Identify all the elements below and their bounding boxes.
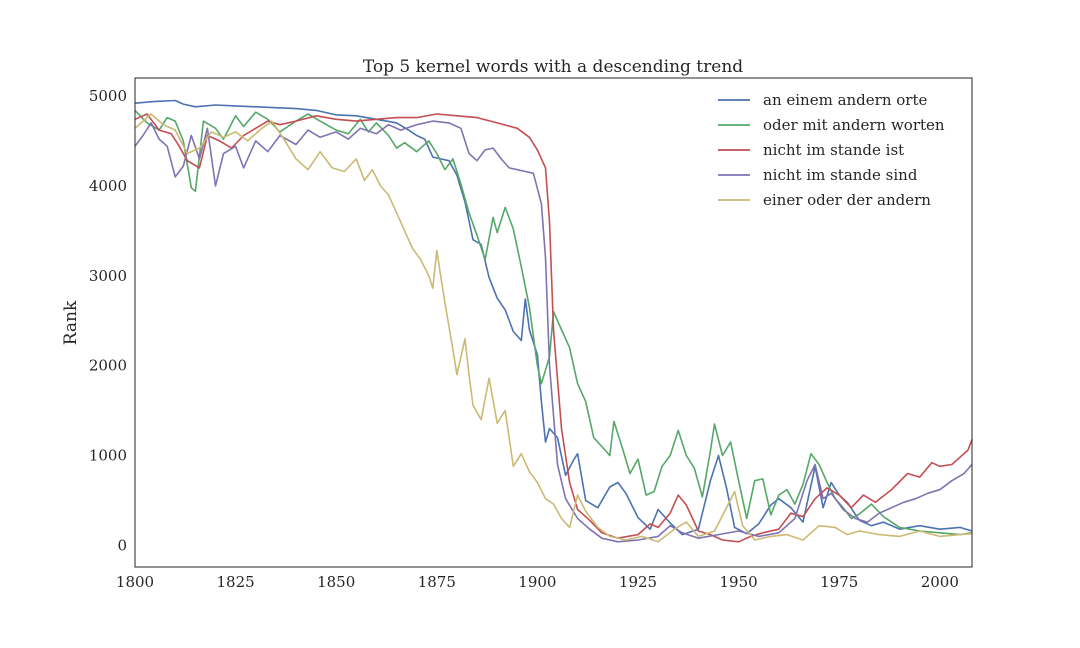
series-line-1 xyxy=(134,99,973,536)
y-tick-label: 5000 xyxy=(89,87,127,105)
x-tick-label: 1875 xyxy=(418,573,456,591)
x-tick-label: 1975 xyxy=(820,573,858,591)
legend-label: einer oder der andern xyxy=(763,191,931,209)
series-line-3 xyxy=(134,113,973,543)
series-line-2 xyxy=(134,109,973,536)
y-tick-label: 4000 xyxy=(89,177,127,195)
series-line-5 xyxy=(134,113,973,543)
y-axis-label: Rank xyxy=(61,300,81,345)
x-tick-label: 1950 xyxy=(720,573,758,591)
legend-label: an einem andern orte xyxy=(763,91,927,109)
series-line-4 xyxy=(134,120,973,543)
x-tick-label: 1825 xyxy=(217,573,255,591)
y-tick-label: 1000 xyxy=(89,447,127,465)
y-tick-label: 2000 xyxy=(89,357,127,375)
legend-label: nicht im stande sind xyxy=(763,166,918,184)
legend-label: nicht im stande ist xyxy=(763,141,904,159)
y-tick-label: 0 xyxy=(117,536,127,554)
x-tick-label: 1800 xyxy=(116,573,154,591)
x-axis-ticks: 1800 1825 1850 1875 1900 1925 1950 1975 2000 xyxy=(116,573,959,591)
chart-title: Top 5 kernel words with a descending tre… xyxy=(363,57,743,77)
x-tick-label: 2000 xyxy=(921,573,959,591)
x-tick-label: 1925 xyxy=(619,573,657,591)
plot-series xyxy=(134,99,973,543)
plot-frame xyxy=(134,77,973,568)
y-tick-label: 3000 xyxy=(89,267,127,285)
legend-label: oder mit andern worten xyxy=(763,116,945,134)
x-tick-label: 1900 xyxy=(518,573,556,591)
legend: an einem andern orte oder mit andern wort… xyxy=(718,91,945,209)
y-axis-ticks: 0 1000 2000 3000 4000 5000 xyxy=(89,87,127,554)
x-tick-label: 1850 xyxy=(317,573,355,591)
